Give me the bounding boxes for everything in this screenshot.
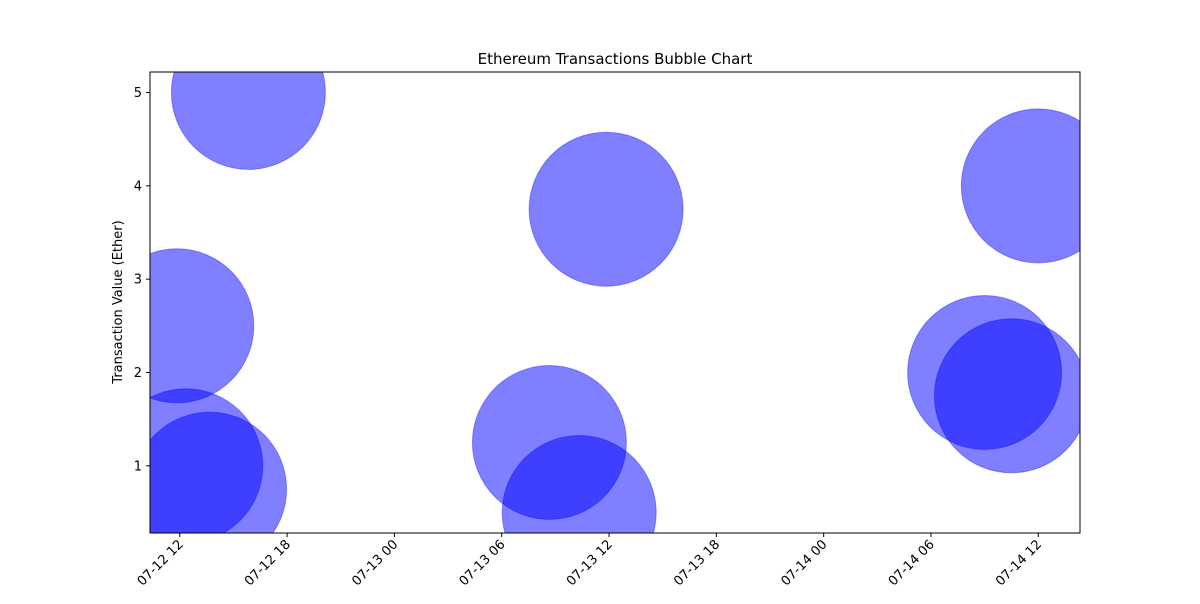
plot-frame — [149, 71, 1081, 534]
x-tick-label-0: 07-12 12 — [135, 537, 187, 589]
y-axis-label: Transaction Value (Ether) — [111, 220, 126, 384]
y-tick-label-2: 3 — [134, 273, 142, 288]
bubble-2 — [150, 248, 255, 404]
chart-title: Ethereum Transactions Bubble Chart — [478, 50, 753, 68]
bubble-3 — [170, 72, 326, 170]
x-tick-label-3: 07-13 06 — [457, 537, 509, 589]
bubble-1 — [150, 411, 288, 533]
y-tick-label-4: 5 — [134, 86, 142, 101]
bubble-layer — [150, 72, 1080, 533]
x-tick-label-5: 07-13 18 — [671, 537, 723, 589]
x-tick-label-8: 07-14 12 — [993, 537, 1045, 589]
y-tick-label-1: 2 — [134, 366, 142, 381]
x-tick-label-2: 07-13 00 — [349, 537, 401, 589]
y-axis: 1 2 3 4 5 — [134, 86, 150, 474]
bubble-9 — [960, 108, 1080, 264]
x-axis: 07-12 12 07-12 18 07-13 00 07-13 06 07-13 12… — [135, 533, 1045, 589]
bubble-8 — [933, 318, 1080, 474]
x-tick-label-1: 07-12 18 — [242, 537, 294, 589]
x-tick-label-7: 07-14 06 — [886, 537, 938, 589]
bubble-5 — [501, 435, 657, 533]
bubble-6 — [528, 131, 684, 287]
x-tick-label-4: 07-13 12 — [564, 537, 616, 589]
x-tick-label-6: 07-14 00 — [779, 537, 831, 589]
y-tick-label-0: 1 — [134, 459, 142, 474]
y-tick-label-3: 4 — [134, 179, 142, 194]
